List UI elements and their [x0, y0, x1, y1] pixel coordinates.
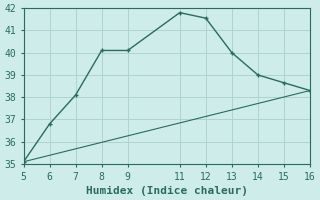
- X-axis label: Humidex (Indice chaleur): Humidex (Indice chaleur): [86, 186, 248, 196]
